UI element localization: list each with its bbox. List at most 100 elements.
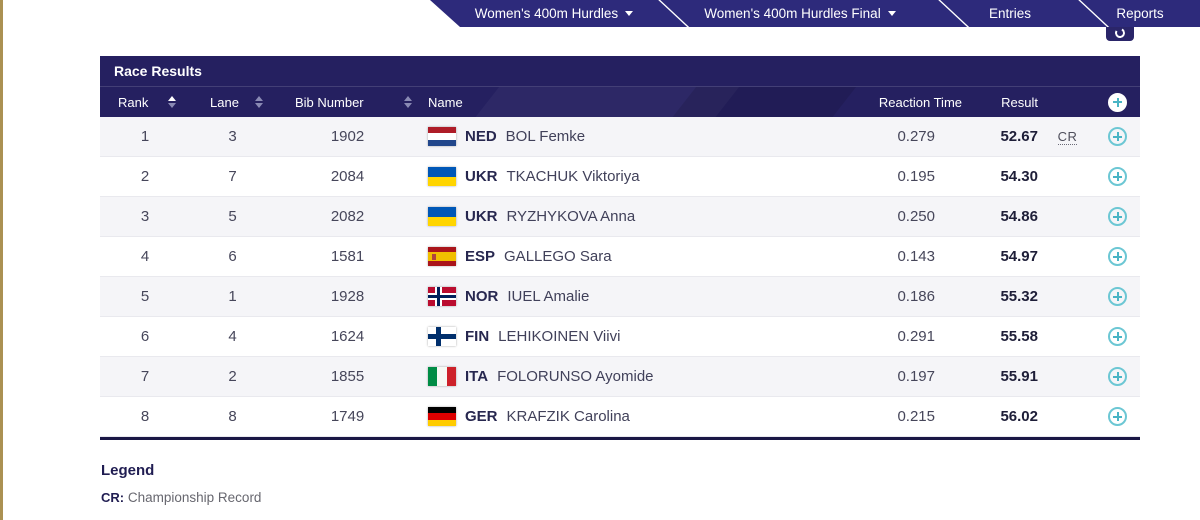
reaction-time-cell: 0.186 [897,288,935,305]
table-row: 3 5 2082 UKR RYZHYKOVA Anna 0.250 54.86 [100,197,1140,237]
nav-tab-label: Women's 400m Hurdles Final [704,6,881,21]
plus-circle-icon[interactable] [1108,127,1127,146]
ukr-flag-icon [428,207,456,226]
lane-cell: 8 [228,408,237,425]
reaction-time-cell: 0.250 [897,208,935,225]
rank-cell: 7 [140,368,150,385]
nav-tab-label: Reports [1116,6,1164,21]
refresh-icon [1113,26,1127,40]
ger-flag-icon [428,407,456,426]
country-code: UKR [465,168,498,185]
sort-icon[interactable] [168,96,176,108]
bib-number-cell: 1581 [330,248,365,265]
country-code: UKR [465,208,498,225]
nav-tab-women-s-400m-hurdles[interactable]: Women's 400m Hurdles [430,0,660,27]
fin-flag-icon [428,327,456,346]
nav-tab-label: Women's 400m Hurdles [474,6,619,21]
name-cell: NED BOL Femke [420,127,820,146]
table-body: 1 3 1902 NED BOL Femke 0.279 52.67 CR 2 … [100,117,1140,437]
athlete-name: IUEL Amalie [507,288,590,305]
chevron-down-icon [625,11,634,16]
column-header-bib-number[interactable]: Bib Number [275,95,420,110]
lane-cell: 1 [228,288,237,305]
name-cell: ITA FOLORUNSO Ayomide [420,367,820,386]
plus-circle-icon[interactable] [1108,407,1127,426]
country-code: ESP [465,248,496,265]
lane-cell: 3 [228,128,237,145]
plus-circle-icon[interactable] [1108,367,1127,386]
table-row: 4 6 1581 ESP GALLEGO Sara 0.143 54.97 [100,237,1140,277]
bib-number-cell: 1902 [330,128,365,145]
esp-flag-icon [428,247,456,266]
result-cell: 54.30 [1000,168,1038,185]
ita-flag-icon [428,367,456,386]
lane-cell: 5 [228,208,237,225]
top-navigation: Women's 400m Hurdles Women's 400m Hurdle… [430,0,1200,27]
table-bottom-border [100,437,1140,440]
reaction-time-cell: 0.279 [897,128,935,145]
sort-icon[interactable] [404,96,412,108]
athlete-name: LEHIKOINEN Viivi [498,328,621,345]
expand-cell [1095,247,1140,266]
nav-tab-reports[interactable]: Reports [1080,0,1200,27]
table-row: 6 4 1624 FIN LEHIKOINEN Viivi 0.291 55.5… [100,317,1140,357]
name-cell: UKR RYZHYKOVA Anna [420,207,820,226]
name-cell: ESP GALLEGO Sara [420,247,820,266]
country-code: NED [465,128,497,145]
athlete-name: BOL Femke [505,128,586,145]
column-header-rank[interactable]: Rank [100,95,190,110]
column-header-expand [1095,92,1140,112]
table-title: Race Results [100,56,1140,86]
sort-icon[interactable] [255,96,263,108]
expand-cell [1095,407,1140,426]
lane-cell: 7 [228,168,237,185]
plus-circle-icon[interactable] [1108,327,1127,346]
column-header-reaction-time: Reaction Time [878,94,962,110]
legend-abbr: CR: [101,490,125,505]
expand-cell [1095,207,1140,226]
expand-cell [1095,127,1140,146]
reaction-time-cell: 0.143 [897,248,935,265]
chevron-down-icon [887,11,896,16]
name-cell: GER KRAFZIK Carolina [420,407,820,426]
rank-cell: 5 [140,288,150,305]
athlete-name: GALLEGO Sara [504,248,612,265]
ukr-flag-icon [428,167,456,186]
rank-cell: 4 [140,248,150,265]
legend: Legend CR: Championship Record [101,462,261,505]
race-results-table: Race Results Rank Lane Bib Number Name R… [100,56,1140,440]
expand-cell [1095,287,1140,306]
nor-flag-icon [428,287,456,306]
plus-circle-icon[interactable] [1108,247,1127,266]
reaction-time-cell: 0.291 [897,328,935,345]
ned-flag-icon [428,127,456,146]
bib-number-cell: 1928 [330,288,365,305]
nav-tab-entries[interactable]: Entries [940,0,1080,27]
record-badge[interactable]: CR [1057,129,1078,145]
bib-number-cell: 2082 [330,208,365,225]
plus-circle-icon[interactable] [1108,92,1127,112]
result-cell: 54.86 [1000,208,1038,225]
nav-tab-women-s-400m-hurdles-final[interactable]: Women's 400m Hurdles Final [660,0,940,27]
plus-circle-icon[interactable] [1108,167,1127,186]
lane-cell: 2 [228,368,237,385]
table-header-row: Rank Lane Bib Number Name Reaction Time … [100,86,1140,117]
reaction-time-cell: 0.195 [897,168,935,185]
bib-number-cell: 1855 [330,368,365,385]
plus-circle-icon[interactable] [1108,207,1127,226]
bib-number-cell: 1749 [330,408,365,425]
column-header-result: Result [1001,94,1038,110]
column-header-lane[interactable]: Lane [190,95,275,110]
table-row: 8 8 1749 GER KRAFZIK Carolina 0.215 56.0… [100,397,1140,437]
rank-cell: 8 [140,408,150,425]
nav-tab-label: Entries [988,6,1032,21]
plus-circle-icon[interactable] [1108,287,1127,306]
expand-cell [1095,367,1140,386]
result-cell: 56.02 [1000,408,1038,425]
country-code: FIN [465,328,490,345]
reaction-time-cell: 0.197 [897,368,935,385]
remark-cell: CR [1040,128,1095,145]
result-cell: 54.97 [1000,248,1038,265]
result-cell: 55.32 [1000,288,1038,305]
expand-cell [1095,167,1140,186]
